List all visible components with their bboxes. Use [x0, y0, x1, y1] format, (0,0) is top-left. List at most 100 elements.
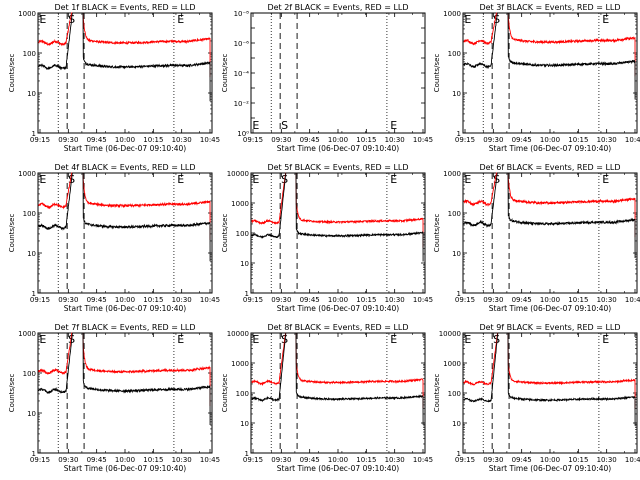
y-tick-label: 10	[27, 90, 36, 98]
x-tick-label: 09:45	[87, 136, 107, 144]
panel-title: Det 9f BLACK = Events, RED = LLD	[479, 323, 620, 332]
panel-title: Det 5f BLACK = Events, RED = LLD	[267, 163, 408, 172]
y-axis-label: Counts/sec	[221, 214, 229, 253]
y-tick-label: 10⁻²	[234, 100, 250, 108]
x-tick-label: 10:15	[143, 296, 163, 304]
detector-panel-3: Det 3f BLACK = Events, RED = LLD 1 10 100 10…	[433, 3, 640, 153]
x-tick-label: 10:30	[597, 296, 617, 304]
panel-title: Det 3f BLACK = Events, RED = LLD	[479, 3, 620, 12]
x-tick-label: 10:00	[328, 456, 348, 464]
x-tick-label: 09:45	[512, 456, 532, 464]
y-tick-label: 1000	[231, 360, 249, 368]
x-tick-label: 09:30	[58, 456, 78, 464]
x-tick-label: 10:30	[385, 296, 405, 304]
y-tick-label: 10000	[227, 330, 249, 338]
y-tick-label: 100	[23, 50, 36, 58]
x-tick-label: 10:15	[356, 136, 376, 144]
lld-series-line	[251, 332, 424, 409]
detector-panel-8: Det 8f BLACK = Events, RED = LLD 1 10 100 10…	[221, 323, 433, 473]
detector-panel-5: Det 5f BLACK = Events, RED = LLD 1 10 100 10…	[221, 163, 433, 313]
y-tick-label: 1000	[443, 170, 461, 178]
interval-marker-label: E	[39, 173, 46, 186]
x-tick-label: 10:45	[200, 456, 220, 464]
y-tick-label: 1000	[231, 200, 249, 208]
lld-series-line	[38, 332, 211, 407]
interval-marker-label: E	[252, 333, 259, 346]
x-tick-label: 10:15	[356, 296, 376, 304]
y-tick-label: 100	[236, 230, 249, 238]
x-tick-label: 09:45	[87, 296, 107, 304]
x-tick-label: 09:15	[30, 456, 50, 464]
events-series-line	[38, 332, 211, 426]
x-tick-label: 09:45	[87, 456, 107, 464]
interval-marker-label: E	[177, 333, 184, 346]
x-tick-label: 10:45	[413, 456, 433, 464]
panel-title: Det 1f BLACK = Events, RED = LLD	[54, 3, 195, 12]
x-tick-label: 10:45	[413, 296, 433, 304]
x-axis-label: Start Time (06-Dec-07 09:10:40)	[489, 144, 611, 153]
y-tick-label: 1000	[18, 10, 36, 18]
interval-marker-label: E	[602, 13, 609, 26]
x-tick-label: 09:15	[455, 136, 475, 144]
events-series-line	[38, 172, 211, 262]
y-tick-label: 100	[448, 50, 461, 58]
x-tick-label: 10:15	[143, 136, 163, 144]
y-tick-label: 1	[457, 130, 461, 138]
interval-marker-label: E	[177, 13, 184, 26]
x-tick-label: 10:15	[568, 136, 588, 144]
x-tick-label: 10:30	[597, 456, 617, 464]
x-tick-label: 10:45	[200, 296, 220, 304]
y-tick-label: 1000	[18, 330, 36, 338]
interval-marker-label: E	[39, 13, 46, 26]
x-tick-label: 10:00	[540, 136, 560, 144]
y-tick-label: 10	[27, 250, 36, 258]
x-tick-label: 09:15	[455, 296, 475, 304]
y-tick-label: 10	[452, 250, 461, 258]
y-axis-label: Counts/sec	[221, 54, 229, 93]
interval-marker-label: E	[177, 173, 184, 186]
y-tick-label: 1	[32, 130, 36, 138]
events-series-line	[251, 332, 424, 425]
lld-series-line	[463, 172, 636, 238]
x-tick-label: 09:30	[483, 136, 503, 144]
x-tick-label: 10:15	[568, 456, 588, 464]
x-tick-label: 10:00	[540, 456, 560, 464]
x-axis-label: Start Time (06-Dec-07 09:10:40)	[277, 144, 399, 153]
y-tick-label: 10	[240, 260, 249, 268]
y-tick-label: 10⁻⁶	[234, 40, 250, 48]
y-axis-label: Counts/sec	[221, 374, 229, 413]
x-axis-label: Start Time (06-Dec-07 09:10:40)	[277, 464, 399, 473]
y-tick-label: 1	[32, 290, 36, 298]
y-tick-label: 1	[245, 290, 249, 298]
x-tick-label: 09:15	[243, 136, 263, 144]
detector-panel-6: Det 6f BLACK = Events, RED = LLD 1 10 100 10…	[433, 163, 640, 313]
events-series-line	[463, 332, 636, 426]
y-tick-label: 10000	[227, 170, 249, 178]
x-axis-label: Start Time (06-Dec-07 09:10:40)	[489, 304, 611, 313]
x-tick-label: 09:15	[243, 456, 263, 464]
detector-panel-9: Det 9f BLACK = Events, RED = LLD 1 10 100 10…	[433, 323, 640, 473]
y-axis-label: Counts/sec	[8, 214, 16, 253]
interval-marker-label: E	[464, 173, 471, 186]
y-tick-label: 10⁻⁸	[234, 10, 250, 18]
x-tick-label: 10:30	[597, 136, 617, 144]
x-tick-label: 10:00	[115, 296, 135, 304]
x-tick-label: 10:15	[143, 456, 163, 464]
x-tick-label: 10:00	[328, 136, 348, 144]
y-tick-label: 100	[448, 390, 461, 398]
panel-title: Det 8f BLACK = Events, RED = LLD	[267, 323, 408, 332]
lld-series-line	[463, 12, 636, 77]
plot-frame	[462, 12, 638, 134]
x-tick-label: 09:15	[30, 296, 50, 304]
x-tick-label: 10:30	[172, 456, 192, 464]
plot-frame	[462, 332, 638, 454]
y-axis-label: Counts/sec	[433, 374, 441, 413]
y-axis-label: Counts/sec	[8, 374, 16, 413]
panel-title: Det 7f BLACK = Events, RED = LLD	[54, 323, 195, 332]
x-axis-label: Start Time (06-Dec-07 09:10:40)	[64, 464, 186, 473]
x-tick-label: 10:00	[540, 296, 560, 304]
x-tick-label: 10:30	[172, 136, 192, 144]
y-tick-label: 1	[457, 290, 461, 298]
x-tick-label: 10:30	[385, 456, 405, 464]
x-tick-label: 09:45	[512, 296, 532, 304]
